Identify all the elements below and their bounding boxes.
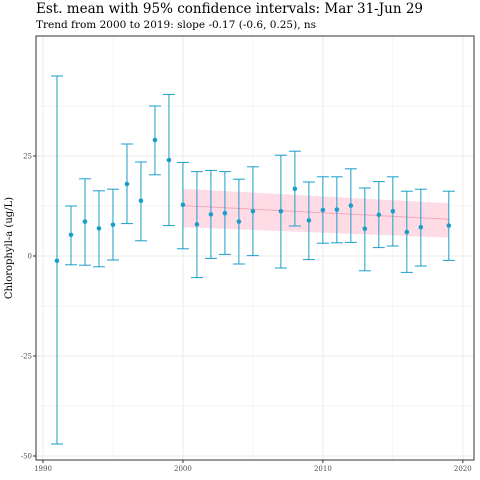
data-point xyxy=(54,258,60,264)
y-tick-label: 25 xyxy=(23,153,32,161)
chart-title: Est. mean with 95% confidence intervals:… xyxy=(36,1,424,17)
data-point xyxy=(362,226,368,232)
data-point xyxy=(292,186,298,192)
data-point xyxy=(404,229,410,235)
grid-lines xyxy=(36,36,474,460)
panel-border xyxy=(35,35,475,461)
y-axis-label: Chlorophyll-a (ug/L) xyxy=(4,197,15,299)
x-tick-label: 2020 xyxy=(454,465,472,473)
trend-layer xyxy=(182,188,449,238)
data-point xyxy=(320,207,326,213)
data-point xyxy=(152,137,158,143)
data-point xyxy=(166,157,172,163)
data-point xyxy=(278,208,284,214)
data-point xyxy=(418,224,424,230)
y-tick-label: -50 xyxy=(21,453,32,461)
data-point xyxy=(180,202,186,208)
data-point xyxy=(124,181,130,187)
data-point xyxy=(82,219,88,224)
data-point xyxy=(334,207,340,212)
x-tick-label: 1990 xyxy=(34,465,52,473)
y-tick-label: -25 xyxy=(21,353,32,361)
data-point xyxy=(390,208,396,214)
x-tick-label: 2000 xyxy=(174,465,192,473)
data-point xyxy=(208,212,214,217)
data-point xyxy=(138,198,144,204)
y-axis-ticks: -50 -25 0 25 xyxy=(21,153,36,461)
data-point xyxy=(194,222,200,227)
data-point xyxy=(306,218,312,223)
data-point xyxy=(222,210,228,216)
x-tick-label: 2010 xyxy=(314,465,332,473)
data-point xyxy=(348,203,354,208)
data-point xyxy=(446,223,452,228)
trend-confidence-band xyxy=(182,188,449,238)
data-point xyxy=(376,212,382,218)
chart-subtitle: Trend from 2000 to 2019: slope -0.17 (-0… xyxy=(36,19,317,31)
data-point xyxy=(110,222,116,228)
data-points xyxy=(54,137,452,264)
data-point xyxy=(96,226,102,231)
trend-line xyxy=(182,205,449,220)
data-point xyxy=(250,208,256,214)
y-tick-label: 0 xyxy=(28,253,32,261)
data-point xyxy=(236,219,242,224)
x-axis-ticks: 1990 2000 2010 2020 xyxy=(34,460,472,473)
data-point xyxy=(68,232,74,238)
